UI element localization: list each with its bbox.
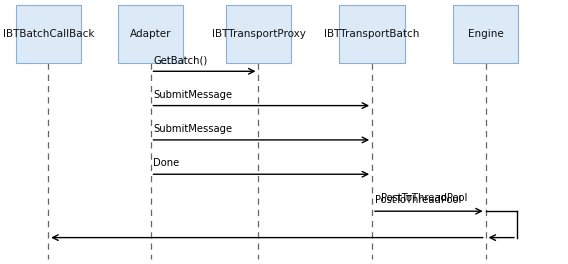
Text: Engine: Engine <box>468 29 503 39</box>
Text: Adapter: Adapter <box>130 29 172 39</box>
Text: GetBatch(): GetBatch() <box>153 55 208 65</box>
Text: IBTTransportProxy: IBTTransportProxy <box>211 29 306 39</box>
FancyBboxPatch shape <box>226 5 291 63</box>
FancyBboxPatch shape <box>16 5 81 63</box>
Text: IBTTransportBatch: IBTTransportBatch <box>324 29 420 39</box>
Text: PostToThreadPool: PostToThreadPool <box>375 195 461 205</box>
FancyBboxPatch shape <box>453 5 518 63</box>
Text: PostToThreadPool: PostToThreadPool <box>381 193 467 203</box>
Text: IBTBatchCallBack: IBTBatchCallBack <box>2 29 94 39</box>
FancyBboxPatch shape <box>340 5 404 63</box>
Text: Done: Done <box>153 158 179 168</box>
Text: SubmitMessage: SubmitMessage <box>153 90 232 100</box>
Text: SubmitMessage: SubmitMessage <box>153 124 232 134</box>
FancyBboxPatch shape <box>118 5 183 63</box>
